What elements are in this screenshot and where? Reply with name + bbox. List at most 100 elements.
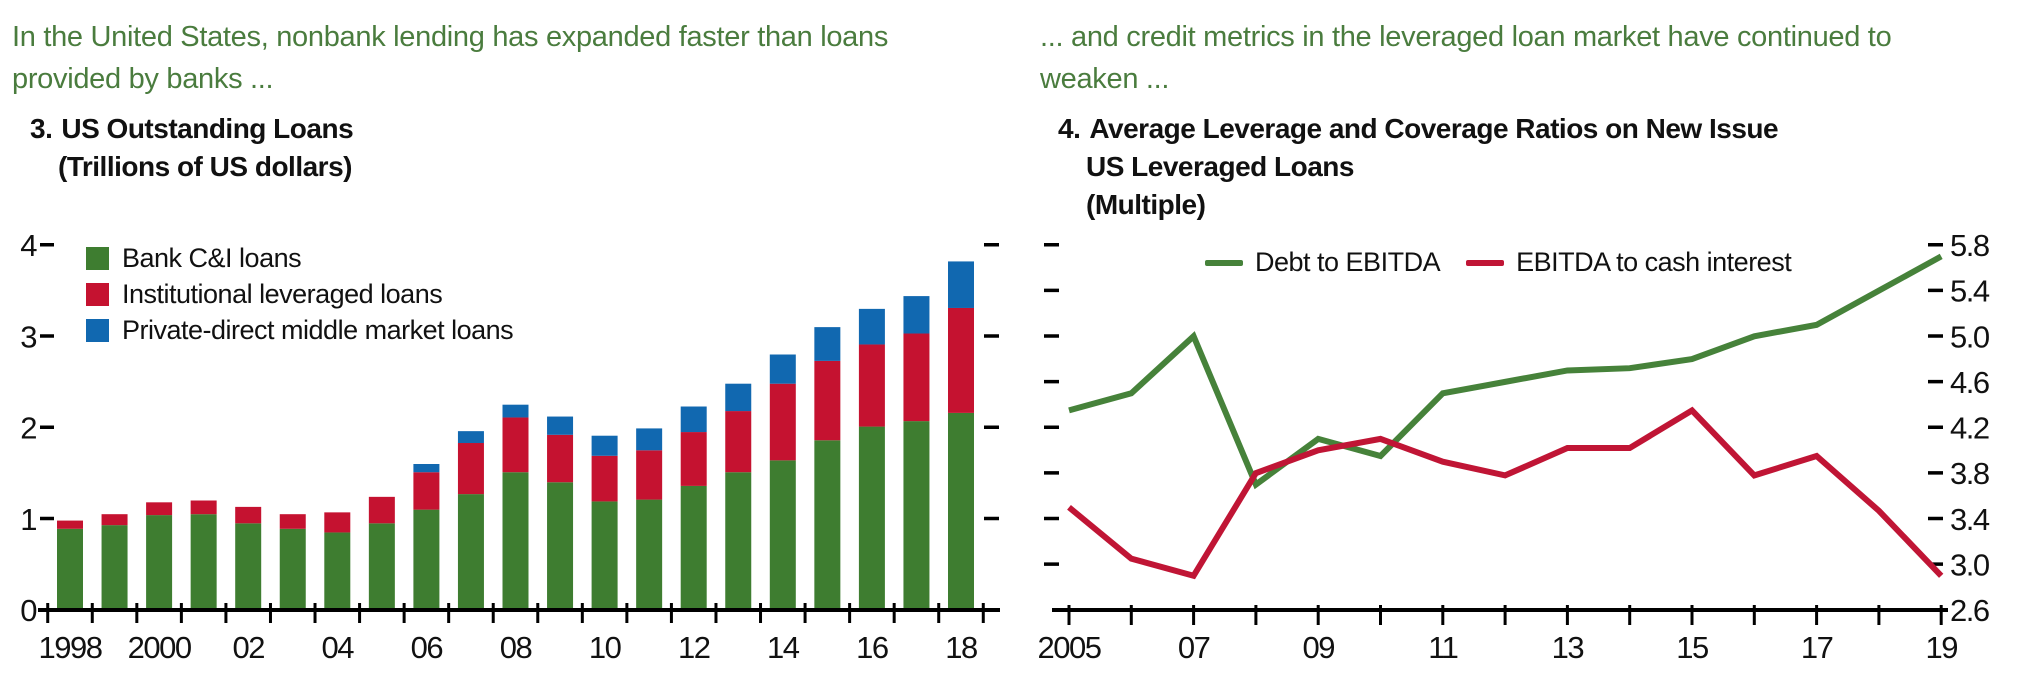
- bar-segment-2018: [948, 412, 974, 610]
- right-title-text-line2: US Leveraged Loans: [1086, 151, 1354, 182]
- bar-segment-2003: [279, 528, 306, 610]
- right-title-number: 4.: [1058, 113, 1081, 144]
- y-axis-label: 4.2: [1950, 411, 1989, 446]
- right-header-line1: ... and credit metrics in the leveraged …: [1040, 21, 1892, 53]
- bar-segment-2013: [725, 411, 752, 473]
- y-axis-label: 3.8: [1950, 456, 1989, 491]
- bar-segment-2011: [636, 450, 663, 500]
- y-axis-tick-right: [984, 243, 999, 247]
- bar-segment-2002: [235, 523, 262, 610]
- y-axis-tick-left: [1044, 471, 1059, 475]
- y-axis-tick-left: [40, 334, 54, 338]
- bar-segment-1998: [57, 528, 83, 610]
- bar-segment-2012: [680, 485, 707, 610]
- line-debt-to-ebitda: [1068, 253, 1943, 490]
- right-panel-header: ... and credit metrics in the leveraged …: [1040, 16, 1892, 100]
- bar-segment-1999: [101, 514, 128, 526]
- bar-segment-2018: [948, 261, 974, 308]
- legend-label: Bank C&I loans: [122, 242, 302, 273]
- y-axis-tick-left: [1044, 379, 1059, 384]
- y-axis-label: 1: [20, 502, 36, 537]
- left-header-line1: In the United States, nonbank lending ha…: [12, 21, 889, 53]
- y-axis-tick-left: [40, 243, 54, 247]
- y-axis-label: 2.6: [1950, 593, 1989, 628]
- bar-segment-2000: [146, 515, 173, 610]
- red-square-swatch-icon: [86, 282, 109, 306]
- legend-item-debt-to-ebitda: Debt to EBITDA: [1205, 247, 1441, 278]
- x-axis-label: 02: [232, 630, 264, 665]
- y-axis-label: 5.0: [1950, 319, 1990, 354]
- y-axis-label: 4.6: [1950, 365, 1989, 400]
- legend-item-institutional-leveraged-loans: Institutional leveraged loans: [86, 276, 513, 312]
- y-axis-tick-left: [1044, 516, 1059, 521]
- x-axis-label: 12: [678, 630, 710, 665]
- y-axis-tick-left: [1044, 334, 1059, 338]
- bar-segment-2010: [591, 455, 618, 502]
- y-axis-tick-right: [984, 425, 999, 429]
- bar-segment-2008: [502, 417, 529, 473]
- y-axis-label: 5.4: [1950, 274, 1990, 309]
- x-axis-label: 07: [1178, 630, 1210, 665]
- bar-segment-2012: [680, 406, 707, 433]
- right-header-line2: weaken ...: [1040, 63, 1170, 95]
- x-axis-label: 17: [1801, 630, 1833, 665]
- x-axis-label: 2000: [128, 630, 192, 665]
- right-title-text-line1: Average Leverage and Coverage Ratios on …: [1089, 113, 1779, 144]
- y-axis-tick-left: [1044, 425, 1059, 430]
- bar-segment-2014: [769, 383, 796, 461]
- x-axis-label: 18: [945, 630, 977, 665]
- bar-segment-2015: [814, 327, 841, 361]
- bar-segment-1999: [101, 525, 128, 610]
- legend-label: Private-direct middle market loans: [122, 314, 514, 345]
- bar-segment-1998: [57, 520, 83, 529]
- bar-segment-2005: [368, 496, 395, 524]
- y-axis-tick-right: [1928, 379, 1943, 384]
- bar-segment-2006: [413, 509, 440, 610]
- bar-segment-2011: [636, 499, 663, 610]
- bar-segment-2014: [769, 354, 796, 384]
- y-axis-label: 3.4: [1950, 502, 1990, 537]
- left-header-line2: provided by banks ...: [12, 63, 274, 95]
- bar-segment-2004: [324, 532, 351, 610]
- legend-label: EBITDA to cash interest: [1516, 247, 1792, 277]
- bar-segment-2007: [457, 443, 484, 495]
- y-axis-tick-right: [1928, 471, 1943, 475]
- green-square-swatch-icon: [86, 246, 109, 270]
- bar-segment-2000: [146, 502, 173, 516]
- x-axis-label: 11: [1428, 630, 1457, 665]
- bar-segment-2002: [235, 506, 262, 524]
- bar-segment-2013: [725, 472, 752, 610]
- bar-segment-2008: [502, 472, 529, 610]
- blue-square-swatch-icon: [86, 318, 109, 342]
- x-axis-label: 13: [1552, 630, 1584, 665]
- bar-segment-2001: [190, 514, 217, 610]
- x-axis-label: 15: [1676, 630, 1708, 665]
- x-axis-label: 09: [1302, 630, 1334, 665]
- bar-segment-2006: [413, 464, 440, 473]
- x-axis-label: 04: [322, 630, 355, 665]
- x-axis-label: 1998: [39, 630, 102, 665]
- x-axis-label: 19: [1925, 630, 1957, 665]
- y-axis-tick-left: [40, 516, 54, 521]
- y-axis-tick-left: [1044, 288, 1059, 293]
- y-axis-tick-right: [1928, 608, 1943, 612]
- x-axis-label: 10: [589, 630, 622, 665]
- legend-label: Debt to EBITDA: [1255, 247, 1441, 277]
- x-axis-label: 08: [500, 630, 532, 665]
- y-axis-tick-right: [1928, 288, 1943, 293]
- right-chart-title: 4. Average Leverage and Coverage Ratios …: [1058, 110, 1779, 224]
- bar-segment-2009: [547, 416, 574, 435]
- green-line-swatch-icon: [1205, 259, 1243, 266]
- y-axis-tick-right: [1928, 334, 1943, 338]
- y-axis-label: 4: [20, 228, 37, 263]
- y-axis-tick-right: [1928, 425, 1943, 430]
- y-axis-tick-left: [1044, 562, 1059, 566]
- bar-segment-2009: [547, 434, 574, 483]
- line-ebitda-to-cash-interest: [1067, 406, 1944, 580]
- y-axis-tick-right: [1928, 516, 1943, 521]
- bar-segment-2015: [814, 440, 841, 610]
- bar-segment-2005: [368, 523, 395, 610]
- red-line-swatch-icon: [1466, 259, 1505, 266]
